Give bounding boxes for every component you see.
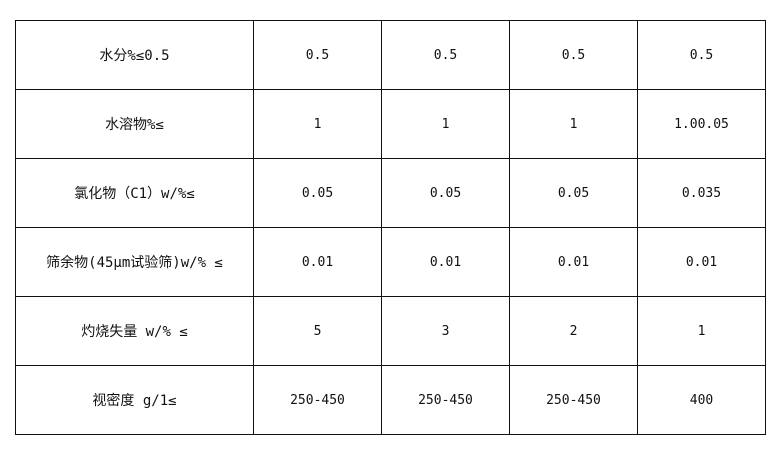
- table-cell: 1.00.05: [637, 89, 766, 159]
- table-cell: 0.05: [509, 158, 638, 228]
- table-cell: 250-450: [509, 365, 638, 435]
- row-label: 水溶物%≤: [15, 89, 254, 159]
- table-cell: 0.01: [381, 227, 510, 297]
- row-label: 筛余物(45μm试验筛)w/% ≤: [15, 227, 254, 297]
- table-cell: 0.5: [381, 20, 510, 90]
- table-row: 筛余物(45μm试验筛)w/% ≤0.01 0.01 0.01 0.01: [15, 227, 766, 297]
- table-cell: 400: [637, 365, 766, 435]
- table-cell: 3: [381, 296, 510, 366]
- table-cell: 0.5: [637, 20, 766, 90]
- table-cell: 5: [253, 296, 382, 366]
- table-cell: 1: [509, 89, 638, 159]
- table-cell: 1: [381, 89, 510, 159]
- table-cell: 0.035: [637, 158, 766, 228]
- row-label: 灼烧失量 w/% ≤: [15, 296, 254, 366]
- table-cell: 0.01: [253, 227, 382, 297]
- table-cell: 0.05: [253, 158, 382, 228]
- table-cell: 1: [253, 89, 382, 159]
- table-row: 氯化物（C1）w/%≤ 0.05 0.05 0.05 0.035: [15, 158, 766, 228]
- table-cell: 250-450: [381, 365, 510, 435]
- table-cell: 0.01: [637, 227, 766, 297]
- table-row: 水溶物%≤ 1 1 1 1.00.05: [15, 89, 766, 159]
- table-cell: 0.5: [509, 20, 638, 90]
- table-cell: 2: [509, 296, 638, 366]
- table-cell: 0.5: [253, 20, 382, 90]
- row-label: 水分%≤0.5: [15, 20, 254, 90]
- spec-table: 水分%≤0.5 0.5 0.5 0.5 0.5 水溶物%≤ 1 1 1 1.00.05 氯化物（C1…: [15, 20, 766, 435]
- table-row: 视密度 g/1≤ 250-450 250-450 250-450 400: [15, 365, 766, 435]
- row-label: 视密度 g/1≤: [15, 365, 254, 435]
- table-cell: 0.05: [381, 158, 510, 228]
- table-cell: 250-450: [253, 365, 382, 435]
- table-cell: 0.01: [509, 227, 638, 297]
- table-row: 水分%≤0.5 0.5 0.5 0.5 0.5: [15, 20, 766, 90]
- row-label: 氯化物（C1）w/%≤: [15, 158, 254, 228]
- table-cell: 1: [637, 296, 766, 366]
- table-row: 灼烧失量 w/% ≤5 3 2 1: [15, 296, 766, 366]
